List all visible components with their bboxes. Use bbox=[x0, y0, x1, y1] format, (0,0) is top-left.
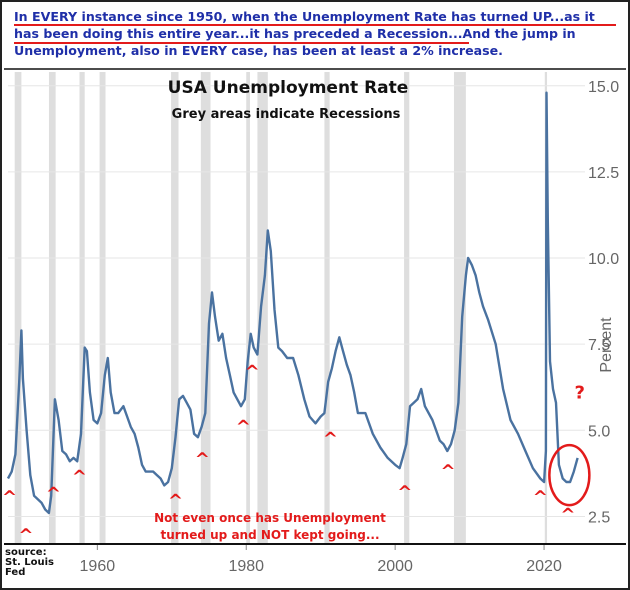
y-tick-label-4: 12.5 bbox=[588, 165, 619, 182]
source-line-1: source: bbox=[5, 547, 47, 558]
source-line-2: St. Louis bbox=[5, 557, 55, 568]
headline-line-2: has been doing this entire year...it has… bbox=[14, 26, 576, 41]
highlight-circle bbox=[548, 443, 591, 507]
x-tick-label-2: 2000 bbox=[377, 558, 413, 575]
source-line-3: Fed bbox=[5, 567, 26, 578]
recession-marker-10: ^ bbox=[440, 461, 455, 482]
recession-band-3 bbox=[99, 72, 106, 544]
recession-marker-8: ^ bbox=[323, 428, 338, 449]
chart-title: USA Unemployment Rate bbox=[168, 78, 409, 98]
recession-bands bbox=[14, 72, 548, 544]
y-tick-label-5: 15.0 bbox=[588, 79, 619, 96]
note-line-2: turned up and NOT kept going... bbox=[160, 528, 379, 542]
headline-line-1: In EVERY instance since 1950, when the U… bbox=[14, 9, 595, 24]
gridlines bbox=[8, 85, 585, 517]
series-line-0 bbox=[6, 91, 579, 515]
recession-marker-0: ^ bbox=[2, 487, 17, 508]
recession-band-10 bbox=[453, 72, 466, 544]
y-axis-label: Percent bbox=[598, 317, 615, 373]
y-tick-label-1: 5.0 bbox=[588, 423, 610, 440]
y-tick-label-2: 7.5 bbox=[588, 337, 610, 354]
headline-underline bbox=[14, 24, 616, 26]
recession-marker-9: ^ bbox=[397, 482, 412, 503]
recession-marker-5: ^ bbox=[195, 449, 210, 470]
recession-band-5 bbox=[200, 72, 211, 544]
recession-band-8 bbox=[324, 72, 330, 544]
source-box: source: St. Louis Fed bbox=[5, 548, 65, 588]
x-tick-label-3: 2020 bbox=[526, 558, 562, 575]
recession-marker-4: ^ bbox=[168, 490, 183, 511]
recession-band-2 bbox=[79, 72, 85, 544]
annotation-layer: ^^^^^^^^^^^^^? bbox=[2, 361, 591, 546]
headline-line-3: Unemployment, also in EVERY case, has be… bbox=[14, 43, 503, 58]
recession-marker-11: ^ bbox=[533, 487, 548, 508]
recession-band-9 bbox=[404, 72, 410, 544]
recession-marker-12: ^ bbox=[560, 504, 575, 525]
recession-marker-6: ^ bbox=[236, 416, 251, 437]
note-line-1: Not even once has Unemployment bbox=[154, 511, 386, 525]
recession-band-4 bbox=[171, 72, 179, 544]
axes: 2.5 5.0 7.5 10.0 12.5 15.0 1960 1980 2000 2020 bbox=[4, 68, 626, 575]
headline-underline-2 bbox=[14, 42, 469, 44]
recession-marker-2: ^ bbox=[46, 484, 61, 505]
question-mark: ? bbox=[575, 382, 585, 403]
recession-marker-7: ^ bbox=[245, 361, 260, 382]
series-layer bbox=[6, 91, 579, 515]
recession-marker-1: ^ bbox=[18, 525, 33, 546]
x-tick-label-1: 1980 bbox=[228, 558, 264, 575]
recession-band-7 bbox=[257, 72, 268, 544]
headline: In EVERY instance since 1950, when the U… bbox=[14, 8, 619, 59]
recession-band-6 bbox=[246, 72, 250, 544]
y-tick-label-0: 2.5 bbox=[588, 509, 610, 526]
chart-subtitle: Grey areas indicate Recessions bbox=[172, 107, 401, 122]
recession-band-0 bbox=[14, 72, 22, 544]
x-tick-label-0: 1960 bbox=[80, 558, 116, 575]
recession-marker-3: ^ bbox=[72, 466, 87, 487]
y-tick-label-3: 10.0 bbox=[588, 251, 619, 268]
recession-band-1 bbox=[48, 72, 56, 544]
